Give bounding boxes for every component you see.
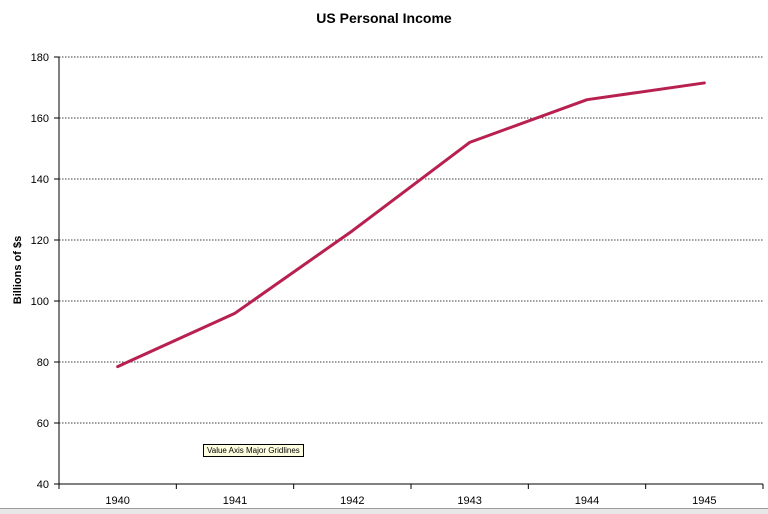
y-tick-label-160: 160 (31, 113, 49, 125)
gridlines[interactable] (59, 56, 763, 424)
x-tick-label-1942: 1942 (340, 495, 364, 507)
y-tick-label-80: 80 (37, 357, 49, 369)
y-tick-label-120: 120 (31, 235, 49, 247)
x-tick-label-1940: 1940 (105, 495, 129, 507)
y-tick-label-60: 60 (37, 418, 49, 430)
x-tick-label-1944: 1944 (575, 495, 599, 507)
axes (54, 56, 764, 489)
series-line-0[interactable] (116, 81, 706, 369)
x-tick-labels: 1940 1941 1942 1943 1944 1945 (105, 495, 716, 507)
y-tick-labels: 40 60 80 100 120 140 160 180 (31, 52, 49, 491)
x-tick-label-1941: 1941 (223, 495, 247, 507)
chart-title: US Personal Income (316, 10, 452, 26)
tooltip: Value Axis Major Gridlines (203, 444, 304, 457)
y-axis-label: Billions of $s (12, 236, 24, 304)
y-tick-label-40: 40 (37, 479, 49, 491)
x-tick-label-1945: 1945 (692, 495, 716, 507)
series-layer[interactable] (116, 81, 706, 369)
sheet-tabs[interactable] (0, 508, 768, 514)
y-tick-label-100: 100 (31, 296, 49, 308)
y-tick-label-140: 140 (31, 174, 49, 186)
y-tick-label-180: 180 (31, 52, 49, 64)
x-tick-label-1943: 1943 (457, 495, 481, 507)
